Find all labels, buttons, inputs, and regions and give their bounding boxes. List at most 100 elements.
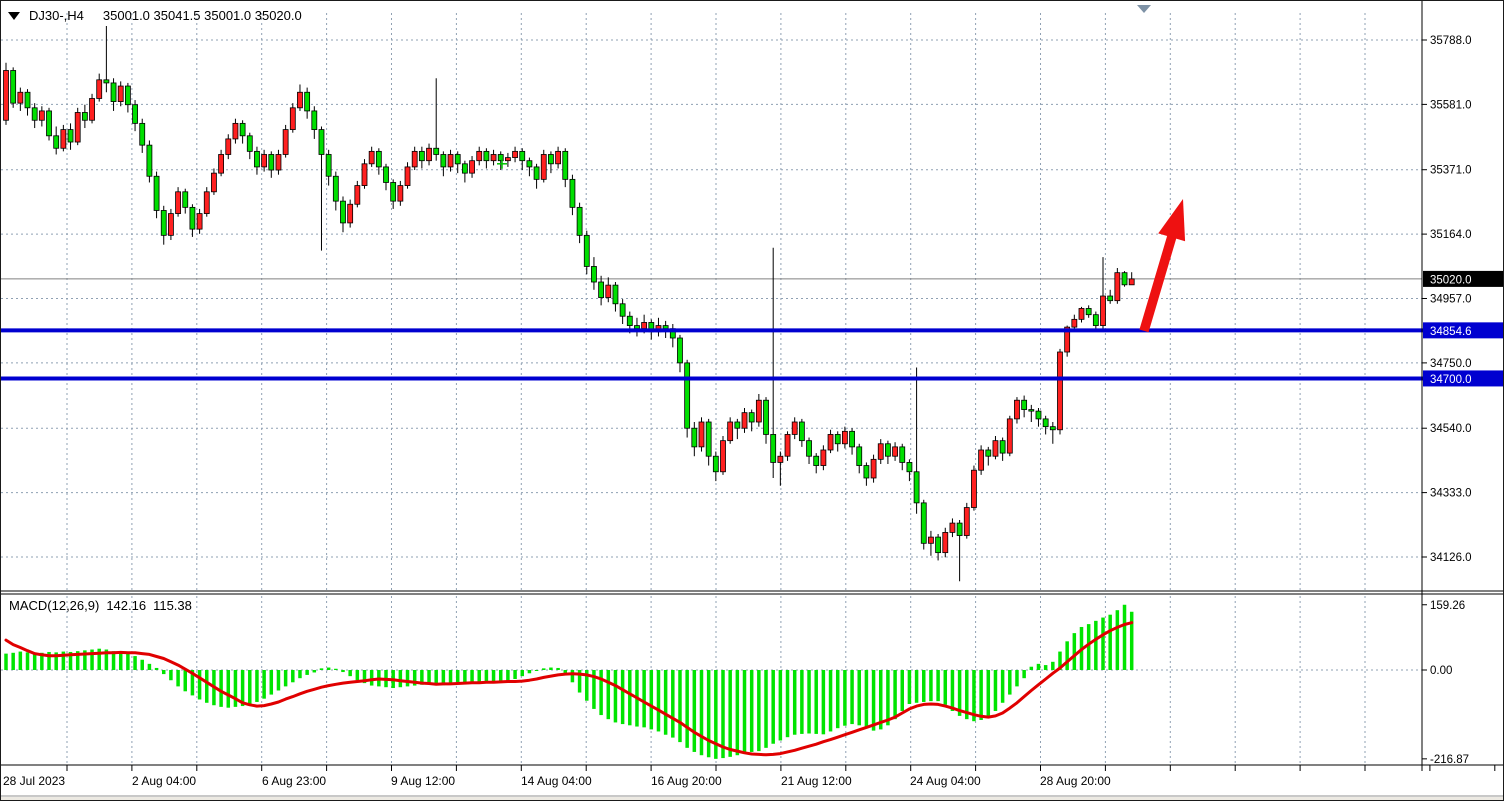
candle-body xyxy=(920,502,927,544)
time-axis[interactable]: 28 Jul 2023 2 Aug 04:00 6 Aug 23:00 9 Aug 1… xyxy=(3,765,1496,788)
macd-bar xyxy=(25,652,30,670)
macd-bar xyxy=(556,667,560,670)
macd-tick-label: 0.00 xyxy=(1430,665,1452,677)
macd-bar xyxy=(97,648,101,670)
candle-body xyxy=(74,112,81,143)
candle-body xyxy=(490,154,497,162)
macd-bar xyxy=(972,670,976,722)
candle-body xyxy=(461,163,468,174)
macd-bar xyxy=(104,649,109,670)
trend-arrow[interactable] xyxy=(1139,198,1186,333)
macd-bar xyxy=(527,670,532,674)
candle-body xyxy=(1042,418,1049,428)
macd-bar xyxy=(857,670,861,726)
macd-bar xyxy=(334,668,338,670)
macd-bar xyxy=(513,670,517,680)
support-lines[interactable] xyxy=(1,328,1425,381)
macd-bar xyxy=(957,670,962,716)
macd-bar xyxy=(47,651,51,670)
macd-bar xyxy=(814,670,818,734)
price-badge-label: 34700.0 xyxy=(1430,374,1472,386)
macd-tick-label: -216.87 xyxy=(1430,754,1469,766)
price-tick-label: 35788.0 xyxy=(1430,35,1472,47)
macd-bar xyxy=(477,670,481,684)
chart-title: DJ30-,H4 35001.0 35041.5 35001.0 35020.0 xyxy=(8,8,302,23)
macd-bar xyxy=(183,670,187,692)
candle-body xyxy=(31,107,38,121)
symbol-dropdown-icon[interactable] xyxy=(8,11,20,20)
price-badge xyxy=(1423,322,1503,339)
candle-body xyxy=(1107,295,1114,302)
candle-body xyxy=(548,154,554,165)
price-badge-label: 35020.0 xyxy=(1430,274,1472,286)
macd-bar xyxy=(1115,610,1120,670)
candle-body xyxy=(971,469,977,508)
grid-lines xyxy=(1,13,1422,764)
macd-histogram xyxy=(4,604,1134,759)
candle-body xyxy=(634,325,640,330)
candle-body xyxy=(368,150,375,165)
candle-body xyxy=(712,455,719,473)
macd-bar xyxy=(190,670,195,696)
symbol-period-label: DJ30-,H4 xyxy=(29,8,84,23)
candle-body xyxy=(347,203,354,224)
macd-bar xyxy=(893,670,897,720)
macd-bar xyxy=(434,670,438,685)
macd-tick-label: 159.26 xyxy=(1430,600,1465,612)
candle-body xyxy=(1128,278,1135,286)
candle-body xyxy=(168,213,174,236)
macd-bar xyxy=(1043,665,1048,670)
macd-bar xyxy=(176,670,180,687)
macd-bar xyxy=(140,659,144,670)
macd-bar xyxy=(276,670,281,691)
macd-bar xyxy=(147,663,152,670)
candle-body xyxy=(820,449,827,466)
candle-body xyxy=(175,191,181,214)
macd-bar xyxy=(549,667,553,670)
macd-bar xyxy=(943,670,948,705)
candle-body xyxy=(340,200,346,224)
macd-bar xyxy=(807,670,811,734)
macd-bar xyxy=(197,670,202,700)
macd-bar xyxy=(979,670,983,720)
macd-bar xyxy=(32,653,37,670)
candle-body xyxy=(117,85,124,102)
macd-bar xyxy=(534,670,539,671)
candle-body xyxy=(992,440,999,457)
price-badge xyxy=(1423,270,1503,287)
candle-body xyxy=(426,147,432,162)
macd-bar xyxy=(248,670,252,705)
ohlc-readout: 35001.0 35041.5 35001.0 35020.0 xyxy=(102,8,302,23)
macd-bar xyxy=(4,653,8,670)
candle-body xyxy=(1100,295,1106,326)
macd-bar xyxy=(341,670,345,673)
time-tick-label: 14 Aug 04:00 xyxy=(521,774,592,788)
candle-body xyxy=(332,175,339,202)
candle-body xyxy=(476,150,483,162)
candle-body xyxy=(196,213,203,230)
macd-bar xyxy=(90,649,94,670)
macd-bar xyxy=(742,670,747,754)
chart-shift-icon[interactable] xyxy=(1137,5,1151,13)
price-axis[interactable]: 35788.0 35581.0 35371.0 35164.0 34957.0 34750… xyxy=(1422,35,1503,564)
candle-body xyxy=(512,150,518,158)
candle-body xyxy=(963,507,970,536)
macd-bar xyxy=(714,670,718,759)
macd-bar xyxy=(1058,651,1062,670)
macd-bar xyxy=(914,670,919,703)
candle-body xyxy=(325,154,332,177)
macd-bar xyxy=(950,670,955,711)
macd-bar xyxy=(240,670,245,707)
time-tick-label: 21 Aug 12:00 xyxy=(781,774,852,788)
candle-body xyxy=(849,430,855,448)
macd-bar xyxy=(111,651,116,670)
plus-marker[interactable] xyxy=(497,158,507,169)
macd-axis[interactable]: 159.26 0.00 -216.87 xyxy=(1422,600,1469,766)
macd-bar xyxy=(520,670,524,677)
macd-bar xyxy=(850,670,854,725)
macd-bar xyxy=(685,670,689,748)
macd-bar xyxy=(728,670,732,757)
macd-bar xyxy=(764,670,768,748)
candle-body xyxy=(583,234,590,267)
